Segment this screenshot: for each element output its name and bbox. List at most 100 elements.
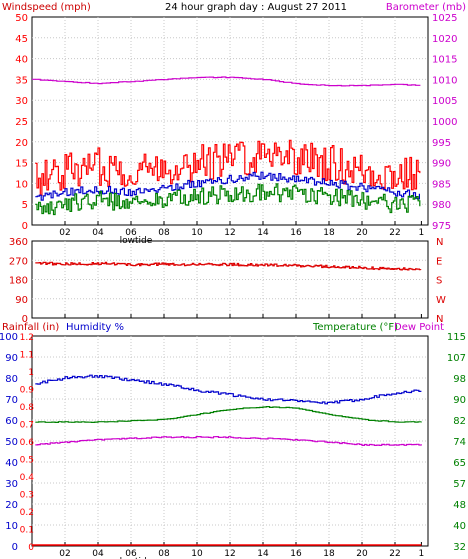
temperature-tick-label: 115 bbox=[447, 332, 466, 343]
humidity-tick-label: 20 bbox=[5, 500, 18, 511]
rainfall-tick-label: 0.1 bbox=[20, 526, 34, 536]
x-tick-label: 10 bbox=[191, 549, 203, 559]
temperature-tick-label: 40 bbox=[453, 521, 466, 532]
temperature-tick-label: 90 bbox=[453, 395, 466, 406]
rainfall-tick-label: 0.6 bbox=[20, 438, 35, 448]
direction-tick-label: 0 bbox=[22, 314, 28, 325]
barometer-tick-label: 1020 bbox=[432, 34, 457, 45]
windspeed-tick-label: 10 bbox=[15, 179, 28, 190]
barometer-tick-label: 975 bbox=[432, 221, 451, 232]
x-tick-label: 18 bbox=[323, 228, 335, 238]
barometer-tick-label: 990 bbox=[432, 159, 451, 170]
barometer-tick-label: 995 bbox=[432, 138, 451, 149]
x-tick-label: 12 bbox=[224, 228, 235, 238]
x-tick-label: 10 bbox=[191, 228, 203, 238]
windspeed-tick-label: 0 bbox=[22, 221, 28, 232]
windspeed-tick-label: 5 bbox=[22, 200, 28, 211]
plot-lines bbox=[32, 76, 422, 546]
barometer-tick-label: 1015 bbox=[432, 55, 457, 66]
rainfall-tick-label: 0.2 bbox=[20, 508, 34, 518]
x-tick-label: 14 bbox=[257, 549, 269, 559]
humidity-tick-label: 90 bbox=[5, 353, 18, 364]
barometer-tick-label: 1010 bbox=[432, 75, 457, 86]
x-tick-label: 22 bbox=[389, 228, 400, 238]
rainfall-tick-label: 1.1 bbox=[20, 351, 34, 361]
rainfall-tick-label: 0.7 bbox=[20, 421, 34, 431]
x-tick-label: 18 bbox=[323, 549, 335, 559]
direction-tick-label: 180 bbox=[9, 276, 28, 287]
temperature-tick-label: 98 bbox=[453, 374, 466, 385]
x-tick-label: 08 bbox=[158, 228, 170, 238]
temperature-tick-label: 57 bbox=[453, 479, 466, 490]
rainfall-tick-label: 0 bbox=[28, 543, 34, 553]
barometer-tick-label: 1005 bbox=[432, 96, 457, 107]
windspeed-tick-label: 45 bbox=[15, 34, 28, 45]
wind-direction-series-line bbox=[35, 261, 422, 271]
windspeed-tick-label: 50 bbox=[15, 13, 28, 24]
x-tick-label: 20 bbox=[356, 549, 368, 559]
x-tick-label: 12 bbox=[224, 549, 235, 559]
x-tick-label: 04 bbox=[92, 228, 104, 238]
direction-tick-label: 90 bbox=[15, 295, 28, 306]
humidity-tick-label: 80 bbox=[5, 374, 18, 385]
compass-tick-label: N bbox=[436, 237, 443, 248]
humidity-axis-label: Humidity % bbox=[66, 322, 124, 333]
humidity-tick-label: 100 bbox=[0, 332, 18, 343]
windspeed-tick-label: 15 bbox=[15, 159, 28, 170]
rainfall-tick-label: 1 bbox=[28, 368, 34, 378]
compass-tick-label: N bbox=[436, 314, 443, 325]
direction-tick-label: 360 bbox=[9, 237, 28, 248]
x-tick-label: 22 bbox=[389, 549, 400, 559]
temperature-tick-label: 74 bbox=[453, 437, 466, 448]
humidity-tick-label: 40 bbox=[5, 458, 18, 469]
x-tick-label: 04 bbox=[92, 549, 104, 559]
rainfall-tick-label: 0.3 bbox=[20, 491, 34, 501]
temperature-tick-label: 82 bbox=[453, 416, 466, 427]
x-tick-label: 1 bbox=[419, 549, 425, 559]
rainfall-tick-label: 0.4 bbox=[20, 473, 35, 483]
windspeed-tick-label: 20 bbox=[15, 138, 28, 149]
barometer-tick-label: 985 bbox=[432, 179, 451, 190]
temperature-tick-label: 48 bbox=[453, 500, 466, 511]
x-tick-label: 06 bbox=[125, 549, 137, 559]
x-tick-label: 08 bbox=[158, 549, 170, 559]
x-tick-label: 1 bbox=[419, 228, 425, 238]
x-tick-label: 20 bbox=[356, 228, 368, 238]
compass-tick-label: W bbox=[436, 295, 446, 306]
rainfall-tick-label: 0.9 bbox=[20, 386, 35, 396]
low-wind-series-line bbox=[35, 183, 421, 216]
humidity-tick-label: 50 bbox=[5, 437, 18, 448]
humidity-tick-label: 0 bbox=[12, 542, 18, 553]
dewpoint-series-line bbox=[35, 436, 422, 446]
windspeed-tick-label: 35 bbox=[15, 75, 28, 86]
compass-tick-label: S bbox=[436, 276, 442, 287]
humidity-tick-label: 10 bbox=[5, 521, 18, 532]
barometer-tick-label: 980 bbox=[432, 200, 451, 211]
humidity-tick-label: 60 bbox=[5, 416, 18, 427]
temperature-tick-label: 32 bbox=[453, 542, 466, 553]
grid-lines bbox=[32, 17, 428, 546]
rainfall-tick-label: 1.2 bbox=[20, 333, 34, 343]
x-tick-label: 06 bbox=[125, 228, 137, 238]
lowtide-marker-label: lowtide bbox=[120, 236, 153, 246]
barometer-series-line bbox=[32, 76, 421, 87]
rainfall-axis-label: Rainfall (in) bbox=[2, 322, 59, 333]
windspeed-axis-label: Windspeed (mph) bbox=[2, 2, 91, 13]
graph-title: 24 hour graph day : August 27 2011 bbox=[165, 2, 347, 13]
temperature-tick-label: 107 bbox=[447, 353, 466, 364]
windspeed-tick-label: 25 bbox=[15, 117, 28, 128]
x-tick-label: 16 bbox=[290, 228, 302, 238]
rainfall-tick-label: 0.8 bbox=[20, 403, 35, 413]
barometer-axis-label: Barometer (mb) bbox=[386, 2, 466, 13]
windspeed-tick-label: 30 bbox=[15, 96, 28, 107]
compass-tick-label: E bbox=[436, 256, 442, 267]
temperature-tick-label: 65 bbox=[453, 458, 466, 469]
humidity-tick-label: 30 bbox=[5, 479, 18, 490]
x-tick-label: 14 bbox=[257, 228, 269, 238]
x-tick-label: 16 bbox=[290, 549, 302, 559]
rainfall-tick-label: 0.5 bbox=[20, 456, 34, 466]
x-tick-label: 02 bbox=[59, 549, 70, 559]
barometer-tick-label: 1025 bbox=[432, 13, 457, 24]
